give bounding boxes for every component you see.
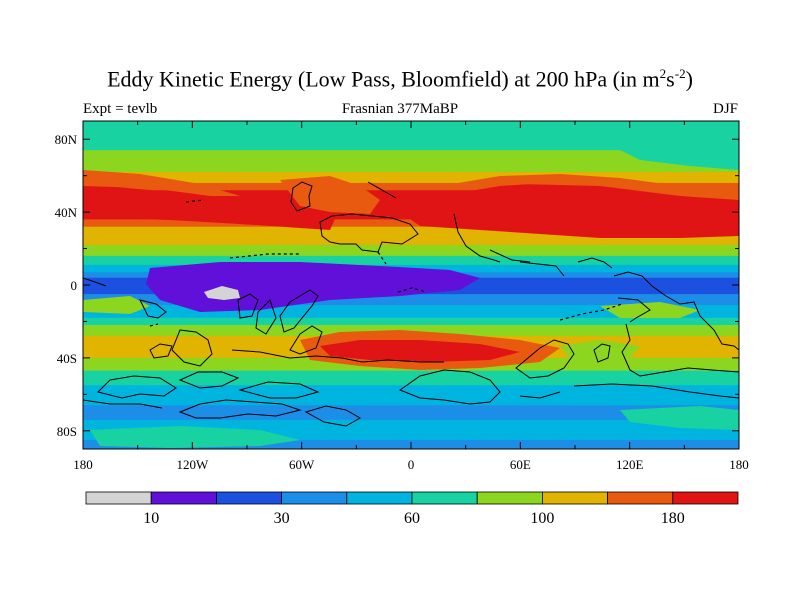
x-tick-label: 180 — [73, 457, 93, 472]
field-band-2 — [83, 172, 739, 184]
x-tick-label: 60W — [289, 457, 315, 472]
field-band-14 — [83, 317, 739, 326]
field-region-3 — [400, 182, 739, 238]
field-region-5 — [620, 148, 739, 170]
colorbar-swatch-2 — [215, 491, 282, 505]
colorbar-swatch-0 — [85, 491, 152, 505]
y-tick-label: 80S — [57, 424, 77, 439]
map-title: Eddy Kinetic Energy (Low Pass, Bloomfiel… — [107, 66, 693, 92]
field-region-15 — [620, 406, 739, 430]
colorbar-label: 100 — [530, 510, 554, 527]
x-tick-label: 60E — [510, 457, 531, 472]
field-region-12 — [83, 296, 150, 314]
colorbar-label: 10 — [143, 510, 159, 527]
eke-field — [83, 121, 739, 449]
colorbar-swatch-7 — [542, 491, 609, 505]
x-tick-label: 120E — [616, 457, 644, 472]
y-tick-label: 0 — [71, 278, 78, 293]
season-label: DJF — [712, 101, 738, 117]
colorbar-label: 30 — [274, 510, 290, 527]
field-region-14 — [90, 426, 300, 448]
field-region-4 — [440, 174, 739, 200]
field-band-20 — [83, 405, 739, 421]
field-band-12 — [83, 294, 739, 306]
field-region-1 — [83, 170, 240, 196]
field-region-8 — [204, 286, 240, 300]
x-tick-label: 0 — [408, 457, 415, 472]
colorbar-swatch-5 — [411, 491, 478, 505]
coastline-dashes — [149, 199, 623, 327]
field-band-19 — [83, 385, 739, 406]
x-tick-label: 120W — [176, 457, 209, 472]
map-axes: 180 120W 60W 0 60E 120E 180 80N 40N 0 40S 80S — [55, 121, 749, 472]
coastlines — [83, 181, 739, 427]
colorbar-label: 180 — [661, 510, 685, 527]
y-tick-label: 80N — [55, 132, 78, 147]
field-region-11 — [560, 340, 640, 362]
colorbar-swatch-3 — [281, 491, 348, 505]
field-band-5 — [83, 219, 739, 228]
field-band-8 — [83, 255, 739, 266]
y-tick-label: 40S — [57, 351, 77, 366]
period-label: Frasnian 377MaBP — [341, 101, 459, 117]
field-region-0 — [83, 184, 340, 230]
colorbar-swatch-8 — [607, 491, 674, 505]
field-band-1 — [83, 150, 739, 173]
field-region-10 — [320, 340, 520, 362]
colorbar-swatch-4 — [346, 491, 413, 505]
experiment-label: Expt = tevlb — [83, 101, 158, 117]
colorbar-swatch-6 — [476, 491, 543, 505]
field-region-6 — [146, 262, 480, 312]
colorbar-label: 60 — [404, 510, 420, 527]
field-band-7 — [83, 244, 739, 257]
field-region-2 — [280, 176, 380, 214]
colorbar: 10 30 60 100 180 — [85, 491, 739, 527]
x-tick-label: 180 — [729, 457, 749, 472]
colorbar-swatch-1 — [150, 491, 217, 505]
colorbar-swatch-9 — [672, 491, 739, 505]
field-band-3 — [83, 182, 739, 191]
field-band-18 — [83, 370, 739, 386]
y-tick-label: 40N — [55, 205, 78, 220]
